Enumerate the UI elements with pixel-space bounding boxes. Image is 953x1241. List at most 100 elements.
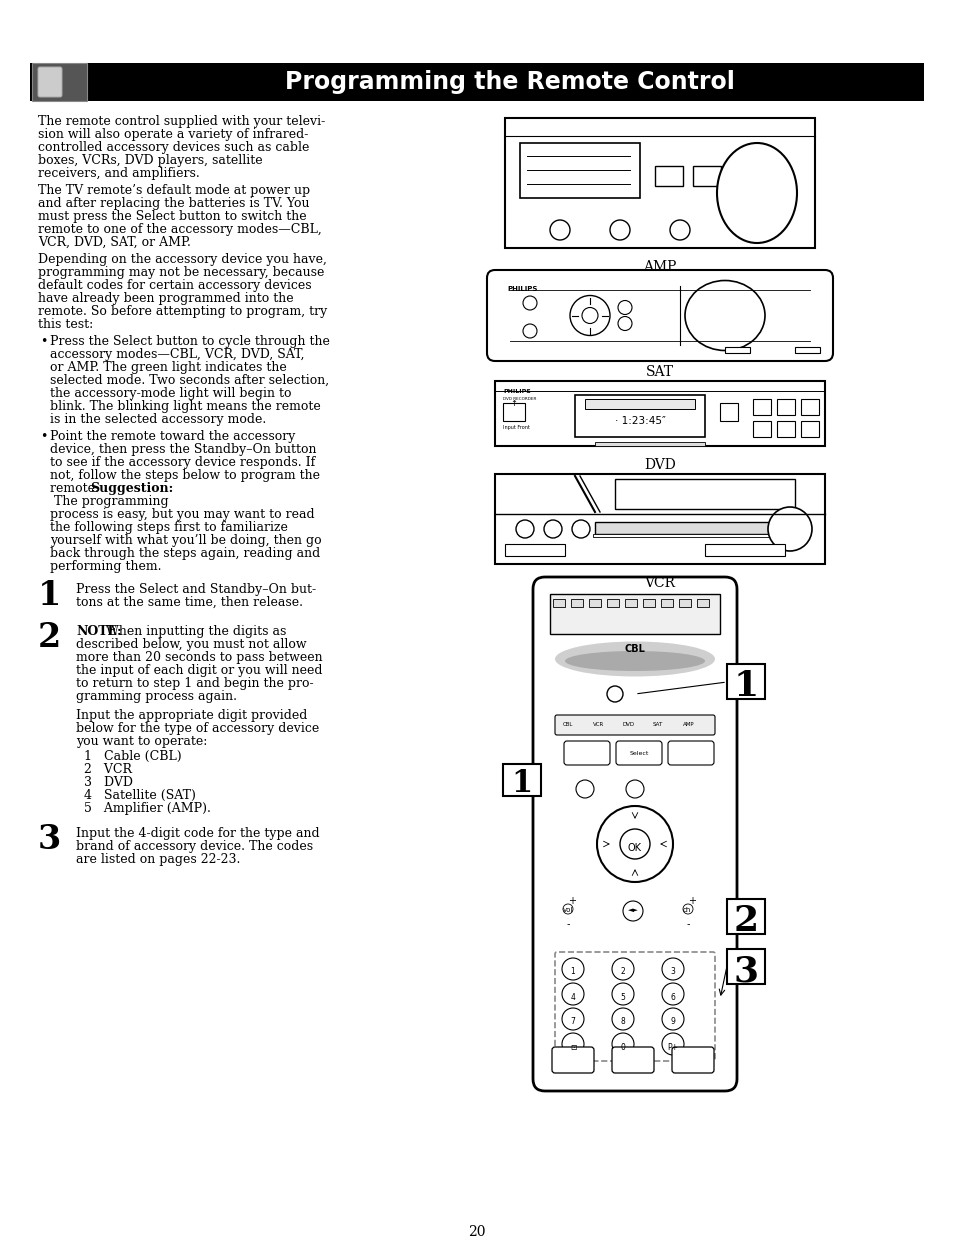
Text: 1: 1: [511, 768, 532, 799]
Text: receivers, and amplifiers.: receivers, and amplifiers.: [38, 168, 199, 180]
Text: NOTE:: NOTE:: [76, 625, 121, 638]
Circle shape: [576, 781, 594, 798]
Bar: [726, 664, 764, 699]
Bar: [704, 544, 784, 556]
Bar: [720, 403, 738, 421]
Bar: [571, 599, 582, 607]
Text: 3: 3: [670, 968, 675, 977]
Circle shape: [550, 220, 569, 240]
Text: 20: 20: [468, 1225, 485, 1239]
Text: 1: 1: [733, 669, 758, 702]
Text: VCR, DVD, SAT, or AMP.: VCR, DVD, SAT, or AMP.: [38, 236, 191, 249]
Bar: [615, 479, 794, 509]
Text: Depending on the accessory device you have,: Depending on the accessory device you ha…: [38, 253, 327, 266]
Text: 3: 3: [38, 823, 61, 856]
Ellipse shape: [555, 642, 714, 676]
Circle shape: [661, 983, 683, 1005]
FancyBboxPatch shape: [552, 1047, 594, 1073]
Text: •: •: [40, 429, 48, 443]
Text: 2: 2: [620, 968, 625, 977]
Circle shape: [619, 829, 649, 859]
Text: VCR: VCR: [593, 722, 603, 727]
Text: 1   Cable (CBL): 1 Cable (CBL): [84, 750, 181, 763]
Text: 2: 2: [733, 903, 758, 938]
Text: vol: vol: [562, 907, 573, 913]
Bar: [593, 534, 786, 537]
Text: 6: 6: [670, 993, 675, 1001]
Bar: [726, 898, 764, 934]
Text: Point the remote toward the accessory: Point the remote toward the accessory: [50, 429, 295, 443]
Bar: [30, 63, 923, 101]
Text: Select: Select: [629, 751, 648, 756]
Text: PHILIPS: PHILIPS: [502, 388, 530, 393]
Circle shape: [561, 1008, 583, 1030]
Bar: [776, 421, 794, 437]
Text: have already been programmed into the: have already been programmed into the: [38, 292, 294, 305]
Text: performing them.: performing them.: [50, 560, 161, 573]
Bar: [726, 949, 764, 984]
Text: 0: 0: [619, 1042, 625, 1051]
Text: 5: 5: [619, 993, 625, 1001]
Text: DVD: DVD: [643, 458, 675, 472]
Text: back through the steps again, reading and: back through the steps again, reading an…: [50, 547, 320, 560]
Text: OK: OK: [627, 843, 641, 853]
Bar: [794, 347, 820, 352]
Text: Suggestion:: Suggestion:: [90, 482, 173, 495]
Text: Input the 4-digit code for the type and: Input the 4-digit code for the type and: [76, 827, 319, 840]
Bar: [752, 421, 770, 437]
Text: the input of each digit or you will need: the input of each digit or you will need: [76, 664, 322, 678]
Text: +: +: [567, 896, 576, 906]
Circle shape: [543, 520, 561, 539]
Text: -: -: [566, 920, 569, 930]
Circle shape: [618, 316, 631, 330]
Text: VCR: VCR: [644, 576, 675, 589]
Bar: [801, 421, 818, 437]
Text: brand of accessory device. The codes: brand of accessory device. The codes: [76, 840, 313, 853]
Circle shape: [669, 220, 689, 240]
Bar: [724, 347, 749, 352]
Circle shape: [572, 520, 589, 539]
Text: DVD RECORDER: DVD RECORDER: [502, 397, 536, 401]
Text: 8: 8: [620, 1018, 625, 1026]
Text: 1: 1: [570, 968, 575, 977]
Bar: [575, 395, 704, 437]
Text: below for the type of accessory device: below for the type of accessory device: [76, 722, 319, 735]
Text: •: •: [40, 335, 48, 347]
Ellipse shape: [564, 652, 704, 671]
Text: Press the Select button to cycle through the: Press the Select button to cycle through…: [50, 335, 330, 347]
FancyBboxPatch shape: [38, 67, 62, 97]
Text: programming may not be necessary, because: programming may not be necessary, becaus…: [38, 266, 324, 279]
Text: remote.: remote.: [50, 482, 103, 495]
Bar: [502, 403, 524, 421]
Text: Input Front: Input Front: [502, 424, 529, 429]
Circle shape: [622, 901, 642, 921]
Text: ch: ch: [682, 907, 691, 913]
Circle shape: [606, 686, 622, 702]
Text: Input the appropriate digit provided: Input the appropriate digit provided: [76, 709, 307, 722]
Text: CBL: CBL: [562, 722, 573, 727]
Text: SAT: SAT: [652, 722, 662, 727]
Text: 4   Satellite (SAT): 4 Satellite (SAT): [84, 789, 195, 802]
Text: CBL: CBL: [624, 644, 645, 654]
Text: yourself with what you’ll be doing, then go: yourself with what you’ll be doing, then…: [50, 534, 321, 547]
Text: Programming the Remote Control: Programming the Remote Control: [285, 69, 734, 94]
Bar: [692, 166, 720, 186]
Text: · 1:23:45″: · 1:23:45″: [614, 416, 665, 426]
Bar: [584, 400, 695, 410]
Text: 3: 3: [733, 954, 758, 988]
Text: boxes, VCRs, DVD players, satellite: boxes, VCRs, DVD players, satellite: [38, 154, 262, 168]
Ellipse shape: [684, 280, 764, 350]
FancyBboxPatch shape: [667, 741, 713, 764]
Text: default codes for certain accessory devices: default codes for certain accessory devi…: [38, 279, 312, 292]
Circle shape: [522, 297, 537, 310]
Text: 7: 7: [570, 1018, 575, 1026]
Text: 5   Amplifier (AMP).: 5 Amplifier (AMP).: [84, 802, 211, 815]
FancyBboxPatch shape: [616, 741, 661, 764]
Text: remote to one of the accessory modes—CBL,: remote to one of the accessory modes—CBL…: [38, 223, 321, 236]
Text: selected mode. Two seconds after selection,: selected mode. Two seconds after selecti…: [50, 374, 329, 387]
FancyBboxPatch shape: [486, 271, 832, 361]
Text: When inputting the digits as: When inputting the digits as: [102, 625, 286, 638]
Bar: [519, 143, 639, 199]
Bar: [679, 599, 690, 607]
Bar: [495, 474, 824, 563]
